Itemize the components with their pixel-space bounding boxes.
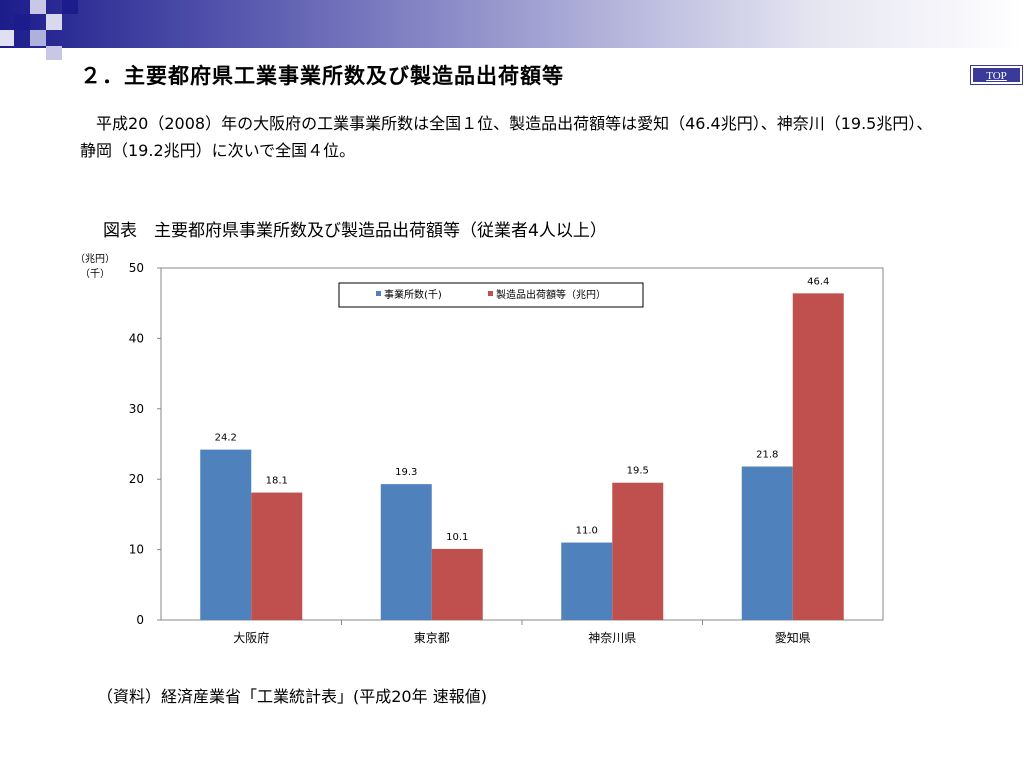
data-label: 24.2 [215,433,237,444]
data-label: 46.4 [807,276,829,287]
x-tick-label: 愛知県 [775,631,811,645]
bar-shipments [251,492,303,620]
legend-label: 製造品出荷額等（兆円） [496,288,606,301]
y-tick-label: 30 [129,402,144,416]
legend: 事業所数(千) 製造品出荷額等（兆円） [338,282,644,308]
unit-label-thousand: （千） [80,268,110,280]
header-band [0,0,1024,48]
bars-group: 24.2 18.1 19.3 10.1 11.0 19.5 21.8 46.4 [200,276,844,620]
legend-swatch [376,291,381,296]
top-button[interactable]: TOP [970,65,1023,85]
data-label: 10.1 [446,532,468,543]
body-text: 平成20（2008）年の大阪府の工業事業所数は全国１位、製造品出荷額等は愛知（4… [80,114,933,160]
x-axis: 大阪府 東京都 神奈川県 愛知県 [233,620,811,645]
y-axis: 0 10 20 30 40 50 [129,261,161,627]
data-label: 11.0 [576,526,598,537]
bar-shipments [792,293,844,620]
bar-establishments [741,466,793,620]
data-label: 19.5 [627,466,649,477]
data-label: 21.8 [756,450,778,461]
y-tick-label: 50 [129,261,144,275]
x-tick-label: 東京都 [414,631,450,645]
bar-shipments [612,482,664,620]
legend-swatch [488,291,493,296]
bar-establishments [561,542,613,620]
bar-establishments [380,484,432,620]
y-tick-label: 20 [129,472,144,486]
unit-label-trillion-yen: （兆円） [75,253,115,265]
figure-caption: 図表 主要都府県事業所数及び製造品出荷額等（従業者4人以上） [103,221,607,241]
y-tick-label: 0 [136,613,144,627]
bar-shipments [431,548,483,620]
x-tick-label: 神奈川県 [588,631,636,645]
source-note: （資料）経済産業省「工業統計表」(平成20年 速報値) [97,687,487,706]
legend-label: 事業所数(千) [384,288,442,301]
bar-establishments [200,449,252,620]
y-tick-label: 40 [129,331,144,345]
data-label: 18.1 [266,476,288,487]
data-label: 19.3 [395,467,417,478]
page-title: ２．主要都府県工業事業所数及び製造品出荷額等 [80,64,564,88]
y-tick-label: 10 [129,543,144,557]
x-tick-label: 大阪府 [233,630,269,645]
